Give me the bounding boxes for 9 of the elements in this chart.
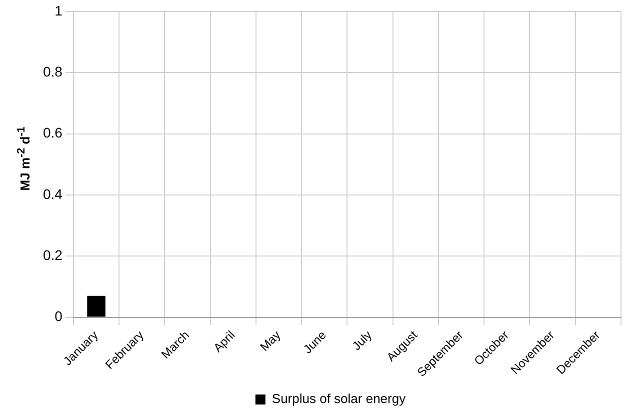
y-tick-label: 0 bbox=[54, 308, 63, 324]
y-tick-label: 0.6 bbox=[42, 124, 63, 141]
y-tick-label: 0.8 bbox=[42, 63, 63, 80]
y-tick-label: 0.4 bbox=[42, 186, 63, 202]
y-tick-label: 1 bbox=[54, 2, 63, 18]
legend-label: Surplus of solar energy bbox=[272, 391, 406, 406]
y-tick-label: 0.2 bbox=[42, 246, 63, 263]
x-tick-label: May bbox=[257, 328, 284, 354]
x-tick-label: July bbox=[350, 328, 375, 353]
